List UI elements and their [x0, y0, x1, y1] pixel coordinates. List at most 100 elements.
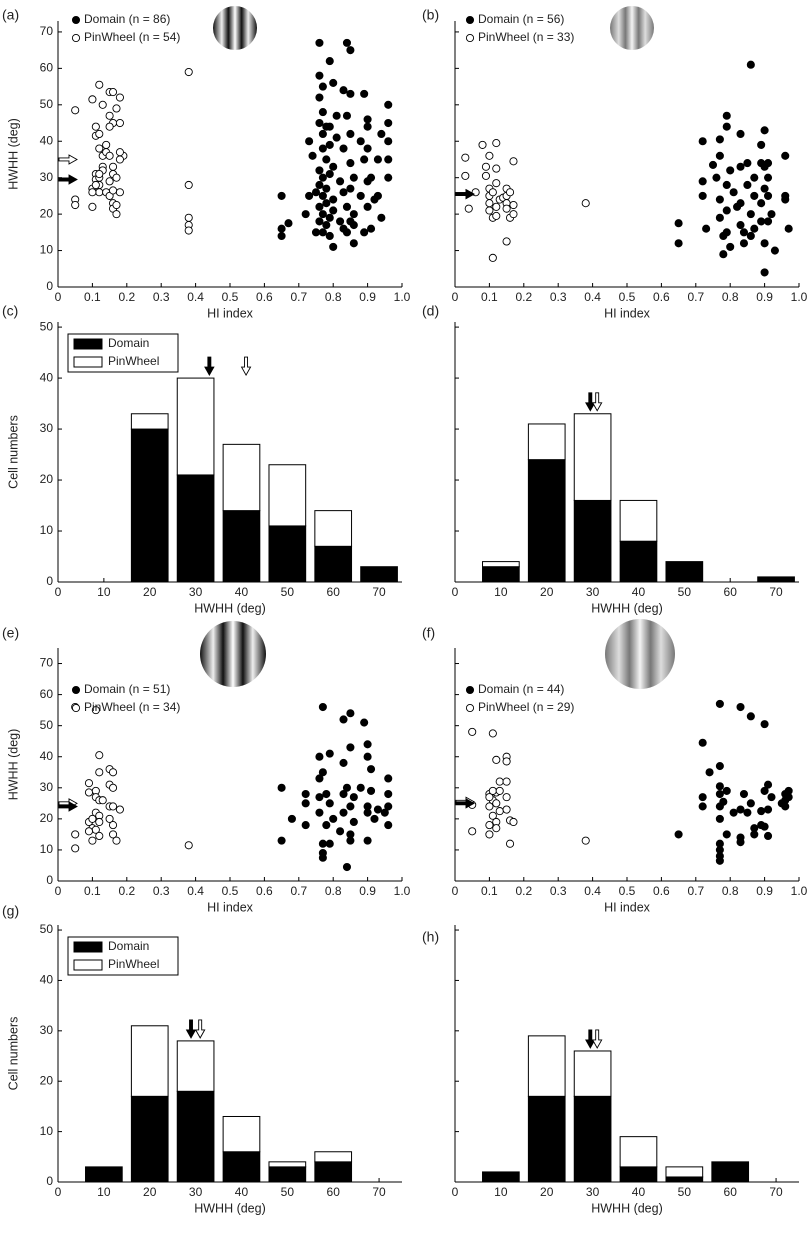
bar-domain: [176, 474, 215, 583]
x-tick-label: 0.6: [256, 290, 273, 304]
point: [763, 831, 773, 841]
y-tick-label: 50: [40, 97, 54, 111]
point: [287, 814, 296, 823]
y-tick-label: 60: [40, 687, 54, 701]
point: [715, 762, 724, 771]
point: [722, 111, 731, 120]
x-tick-label: 10: [494, 1185, 508, 1199]
x-axis-label: HWHH (deg): [591, 601, 663, 615]
bar-domain: [482, 566, 520, 583]
point: [495, 807, 504, 816]
point: [698, 177, 707, 186]
point: [760, 239, 769, 248]
point: [760, 184, 769, 193]
point: [84, 779, 94, 788]
legend-swatch: [73, 356, 103, 368]
legend-swatch: [73, 338, 103, 350]
bar-domain: [665, 1176, 704, 1183]
y-axis-label: HWHH (deg): [6, 729, 20, 801]
point: [346, 129, 355, 139]
x-tick-label: 1.0: [394, 290, 411, 304]
x-tick-label: 1.0: [791, 884, 808, 898]
point: [318, 191, 327, 200]
point: [363, 740, 372, 749]
point: [746, 231, 755, 241]
point: [277, 231, 286, 241]
point: [356, 137, 365, 146]
point: [763, 217, 773, 226]
point: [95, 129, 104, 139]
legend-marker: [465, 15, 475, 25]
point: [346, 802, 355, 811]
x-tick-label: 0.6: [653, 290, 670, 304]
point: [108, 783, 118, 792]
x-tick-label: 0: [55, 1185, 62, 1199]
point: [698, 802, 707, 811]
point: [108, 830, 118, 839]
x-tick-label: 0.4: [584, 290, 601, 304]
point: [505, 188, 515, 197]
point: [346, 743, 355, 752]
bar-domain: [314, 1161, 353, 1183]
point: [760, 786, 769, 795]
bar-domain: [527, 1095, 566, 1183]
point: [184, 67, 193, 77]
bar-domain: [222, 1151, 261, 1183]
point: [705, 768, 714, 777]
y-tick-label: 50: [40, 922, 54, 936]
point: [461, 171, 470, 180]
point: [485, 821, 494, 830]
point: [366, 173, 376, 182]
x-tick-label: 50: [281, 1185, 295, 1199]
point: [318, 702, 327, 712]
point: [746, 60, 755, 69]
x-tick-label: 0.5: [222, 290, 239, 304]
stimulus-grating: [610, 6, 654, 50]
point: [71, 106, 80, 115]
point: [342, 783, 352, 792]
legend-marker: [71, 703, 81, 713]
point: [736, 805, 745, 814]
bar-pinwheel: [268, 464, 307, 527]
point: [305, 137, 314, 146]
point: [115, 188, 124, 197]
point: [339, 144, 348, 153]
x-tick-label: 60: [327, 585, 341, 599]
domain-mean-arrow: [204, 356, 215, 376]
point: [339, 86, 348, 95]
point: [767, 793, 776, 802]
point: [488, 188, 497, 197]
point: [349, 221, 358, 230]
x-axis-label: HI index: [604, 900, 651, 914]
point: [322, 184, 331, 193]
point: [715, 814, 724, 823]
point: [384, 173, 393, 182]
point: [184, 180, 193, 190]
x-tick-label: 60: [724, 1185, 738, 1199]
point: [757, 807, 766, 816]
point: [485, 802, 494, 811]
point: [384, 137, 393, 146]
x-tick-label: 70: [769, 1185, 783, 1199]
y-tick-label: 0: [46, 1174, 53, 1188]
point: [492, 755, 501, 764]
point: [485, 199, 494, 208]
point: [384, 821, 393, 830]
point: [322, 821, 331, 830]
point: [722, 228, 731, 237]
point: [370, 195, 379, 204]
point: [108, 88, 118, 97]
point: [332, 133, 341, 142]
point: [698, 137, 707, 146]
y-tick-label: 20: [40, 1073, 54, 1087]
x-tick-label: 70: [372, 1185, 386, 1199]
point: [739, 789, 749, 799]
x-tick-label: 20: [540, 1185, 554, 1199]
point: [105, 111, 114, 120]
point: [105, 151, 114, 160]
pinwheel-mean-arrow: [240, 356, 252, 376]
point: [95, 80, 104, 89]
x-tick-label: 40: [235, 1185, 249, 1199]
point: [325, 213, 334, 222]
x-tick-label: 0.9: [756, 884, 773, 898]
